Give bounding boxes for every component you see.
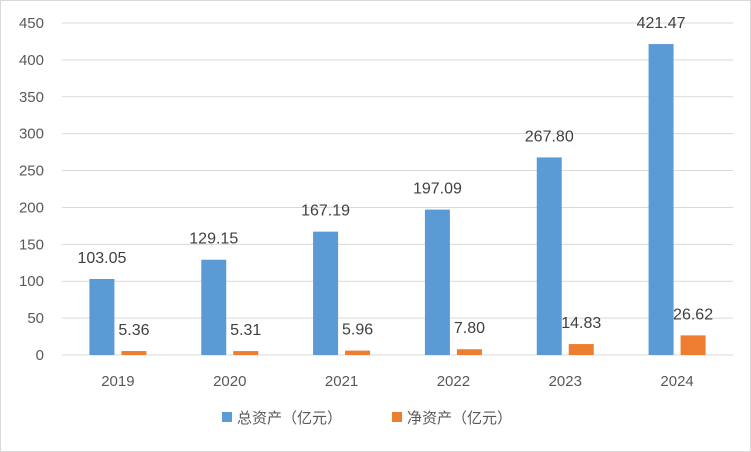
- legend-swatch-net-assets: [392, 412, 402, 422]
- data-label-net-assets: 7.80: [454, 320, 485, 337]
- y-tick-label: 100: [19, 273, 44, 290]
- data-label-net-assets: 14.83: [561, 315, 601, 332]
- y-tick-label: 150: [19, 236, 44, 253]
- legend: 总资产（亿元） 净资产（亿元）: [222, 409, 512, 427]
- data-label-total-assets: 267.80: [525, 128, 574, 145]
- y-tick-label: 300: [19, 126, 44, 143]
- bar-net-assets: [345, 350, 371, 355]
- y-tick-label: 450: [19, 15, 44, 32]
- x-tick-label: 2022: [437, 373, 470, 390]
- bars: [89, 44, 706, 356]
- y-tick-label: 50: [27, 310, 44, 327]
- x-tick-label: 2019: [101, 373, 134, 390]
- data-label-total-assets: 103.05: [77, 250, 126, 267]
- data-label-total-assets: 167.19: [301, 203, 350, 220]
- y-tick-label: 200: [19, 199, 44, 216]
- data-label-net-assets: 5.96: [342, 322, 373, 339]
- y-tick-label: 250: [19, 163, 44, 180]
- gridlines: [62, 22, 733, 319]
- data-label-net-assets: 5.36: [118, 322, 149, 339]
- x-tick-label: 2021: [325, 373, 358, 390]
- bar-net-assets: [121, 351, 147, 355]
- bar-net-assets: [233, 351, 259, 355]
- x-axis: 2019 2020 2021 2022 2023 2024: [62, 354, 733, 390]
- y-axis: 0 50 100 150 200 250 300 350 400 450: [19, 15, 44, 364]
- data-label-total-assets: 421.47: [637, 15, 686, 32]
- legend-label-total-assets: 总资产（亿元）: [237, 409, 342, 427]
- bar-net-assets: [680, 335, 706, 355]
- bar-total-assets: [313, 231, 339, 355]
- x-tick-label: 2020: [213, 373, 246, 390]
- data-label-total-assets: 129.15: [189, 231, 238, 248]
- x-tick-label: 2023: [549, 373, 582, 390]
- bar-total-assets: [201, 259, 227, 355]
- bar-net-assets: [456, 349, 482, 355]
- x-tick-label: 2024: [660, 373, 693, 390]
- legend-swatch-total-assets: [222, 412, 232, 422]
- data-label-net-assets: 5.31: [230, 322, 261, 339]
- y-tick-label: 400: [19, 52, 44, 69]
- bar-total-assets: [424, 209, 450, 355]
- bar-total-assets: [648, 44, 674, 356]
- bar-net-assets: [568, 344, 594, 355]
- y-tick-label: 0: [36, 347, 44, 364]
- data-label-total-assets: 197.09: [413, 181, 462, 198]
- data-labels: 103.05 129.15 167.19 197.09 267.80 421.47 5.36…: [77, 15, 713, 339]
- legend-label-net-assets: 净资产（亿元）: [407, 409, 512, 427]
- bar-total-assets: [89, 278, 115, 355]
- y-tick-label: 350: [19, 89, 44, 106]
- bar-total-assets: [536, 157, 562, 355]
- data-label-net-assets: 26.62: [673, 306, 713, 323]
